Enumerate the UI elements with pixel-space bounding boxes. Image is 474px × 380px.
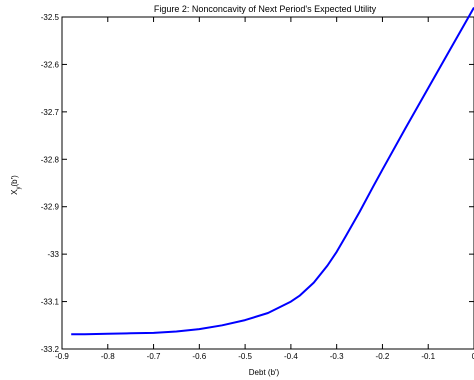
x-tick-label: -0.2 xyxy=(376,352,390,361)
chart-title: Figure 2: Nonconcavity of Next Period's … xyxy=(154,4,377,14)
x-tick-label: -0.8 xyxy=(101,352,115,361)
series-line xyxy=(71,7,474,336)
x-tick-label: -0.4 xyxy=(284,352,298,361)
x-axis-label: Debt (b') xyxy=(249,368,280,377)
y-tick-label: -32.9 xyxy=(41,203,60,212)
axis-ticks: -0.9 -0.8 -0.7 -0.6 -0.5 -0.4 -0.3 -0.2 -0.1 0 -32… xyxy=(41,13,474,361)
x-tick-label: -0.3 xyxy=(330,352,344,361)
y-axis-label: Xy(b') xyxy=(10,175,22,195)
x-tick-label: 0 xyxy=(472,352,474,361)
series-layer xyxy=(71,7,474,336)
y-tick-label: -32.8 xyxy=(41,155,60,164)
x-tick-label: -0.9 xyxy=(55,352,69,361)
x-tick-label: -0.6 xyxy=(192,352,206,361)
y-tick-label: -33.1 xyxy=(41,298,60,307)
y-axis-label-sub: y xyxy=(16,186,22,189)
y-axis-label-base: X xyxy=(10,189,19,195)
y-axis-label-arg: (b') xyxy=(10,175,19,187)
y-tick-label: -33 xyxy=(47,250,59,259)
y-tick-label: -32.6 xyxy=(41,60,60,69)
x-tick-label: -0.7 xyxy=(147,352,161,361)
plot-area-frame xyxy=(61,16,474,350)
x-tick-label: -0.5 xyxy=(238,352,252,361)
y-tick-label: -32.5 xyxy=(41,13,60,22)
y-tick-label: -33.2 xyxy=(41,345,60,354)
x-tick-label: -0.1 xyxy=(421,352,435,361)
y-tick-label: -32.7 xyxy=(41,108,60,117)
